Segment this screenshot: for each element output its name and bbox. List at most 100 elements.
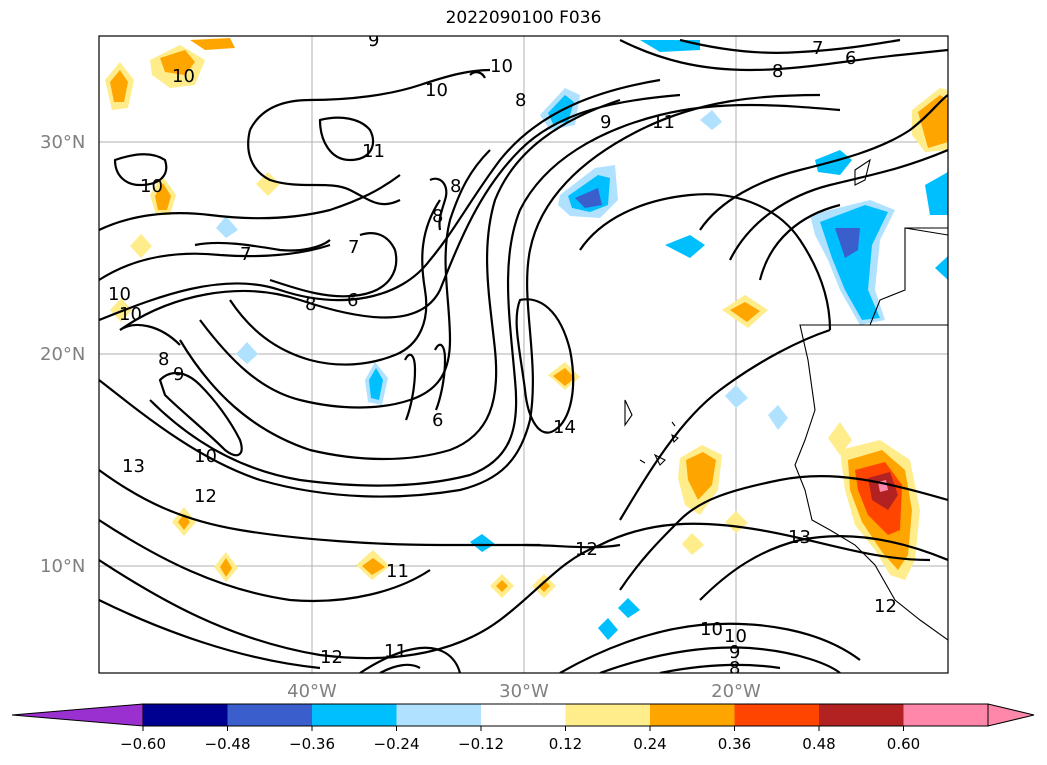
contour-label: 12 <box>320 647 343 668</box>
lat-label: 10°N <box>40 556 85 577</box>
negative-patch <box>216 216 238 238</box>
colorbar <box>11 703 1035 727</box>
positive-patch <box>110 70 128 102</box>
contour-label: 10 <box>724 626 747 647</box>
contour-label: 8 <box>432 206 443 227</box>
contour-label: 12 <box>874 596 897 617</box>
positive-patch <box>220 558 232 577</box>
contour-label: 10 <box>172 66 195 87</box>
contour-label: 10 <box>140 176 163 197</box>
contour-label: 10 <box>108 284 131 305</box>
contour-label: 8 <box>772 61 783 82</box>
contour-label: 9 <box>729 642 740 663</box>
lon-label: 20°W <box>711 681 761 702</box>
contour-label: 9 <box>368 30 379 51</box>
positive-patch <box>828 422 852 455</box>
colorbar-tick-label: 0.48 <box>802 735 835 753</box>
lat-labels: 30°N 20°N 10°N <box>40 132 85 577</box>
contour-label: 6 <box>432 410 443 431</box>
negative-patch <box>369 368 383 400</box>
negative-patch <box>815 150 852 175</box>
contour-label: 13 <box>122 456 145 477</box>
colorbar-segment <box>650 704 735 726</box>
negative-patch <box>725 385 748 408</box>
contour-label: 7 <box>812 38 823 59</box>
contour-label: 7 <box>240 244 251 265</box>
contour-label: 9 <box>173 364 184 385</box>
colorbar-tick-label: 0.24 <box>633 735 666 753</box>
positive-patch <box>110 298 132 322</box>
lon-label: 30°W <box>499 681 549 702</box>
positive-patch <box>130 234 152 258</box>
colorbar-tick-label: −0.60 <box>120 735 166 753</box>
colorbar-segment <box>903 704 989 726</box>
negative-patch <box>665 235 705 258</box>
negative-patch <box>935 256 948 280</box>
contour-label: 10 <box>119 304 142 325</box>
positive-patch <box>256 172 280 196</box>
contour-label: 9 <box>600 112 611 133</box>
negative-patch <box>236 342 258 364</box>
lat-label: 20°N <box>40 344 85 365</box>
positive-patch <box>730 302 760 322</box>
colorbar-tick-label: 0.12 <box>549 735 582 753</box>
contour-label: 7 <box>348 237 359 258</box>
positive-patch <box>686 452 716 500</box>
contour-label: 13 <box>788 527 811 548</box>
contour-lines <box>99 38 948 673</box>
negative-patch <box>575 188 602 208</box>
map-frame <box>98 35 949 674</box>
negative-patch <box>700 110 722 130</box>
colorbar-tick-label: −0.24 <box>374 735 420 753</box>
negative-patch <box>618 598 640 618</box>
colorbar-segment <box>143 704 228 726</box>
positive-patch <box>160 50 195 75</box>
contour-label: 6 <box>347 290 358 311</box>
map-title: 2022090100 F036 <box>445 8 602 28</box>
contour-label: 8 <box>450 176 461 197</box>
negative-patch <box>835 228 860 258</box>
colorbar-segment <box>227 704 313 726</box>
contour-labels: 9 10 10 10 10 8 7 8 6 11 11 10 8 8 7 7 6… <box>108 30 897 679</box>
colorbar-tick-label: −0.36 <box>289 735 335 753</box>
contour-label: 11 <box>384 641 407 662</box>
colorbar-segment <box>312 704 397 726</box>
negative-patch <box>640 40 700 52</box>
contour-label: 11 <box>362 141 385 162</box>
contour-label: 6 <box>845 48 856 69</box>
colorbar-segment <box>565 704 651 726</box>
contour-label: 12 <box>575 539 598 560</box>
positive-patch <box>362 558 385 575</box>
positive-patch <box>190 38 235 50</box>
lon-label: 40°W <box>287 681 337 702</box>
colorbar-tick-label: 0.60 <box>887 735 920 753</box>
positive-patch <box>155 183 171 210</box>
positive-patch <box>538 580 550 592</box>
contour-label: 10 <box>700 619 723 640</box>
contour-label: 12 <box>194 486 217 507</box>
colorbar-segment <box>819 704 904 726</box>
negative-patch <box>470 534 495 552</box>
colorbar-segment <box>481 704 566 726</box>
contour-label: 11 <box>386 561 409 582</box>
colorbar-ticks: −0.60 −0.48 −0.36 −0.24 −0.12 0.12 0.24 0.36 0.4… <box>120 726 920 753</box>
lon-labels: 40°W 30°W 20°W <box>287 681 761 702</box>
positive-patch <box>553 368 575 386</box>
contour-label: 14 <box>553 417 576 438</box>
colorbar-tick-label: 0.36 <box>718 735 751 753</box>
lat-label: 30°N <box>40 132 85 153</box>
contour-label: 10 <box>194 446 217 467</box>
colorbar-extend-max <box>987 703 1035 727</box>
contour-label: 8 <box>729 658 740 679</box>
colorbar-tick-label: −0.12 <box>458 735 504 753</box>
colorbar-segment <box>734 704 820 726</box>
contour-label: 10 <box>425 80 448 101</box>
colorbar-extend-min <box>11 703 144 727</box>
positive-patch <box>496 580 508 592</box>
positive-patch <box>682 533 704 555</box>
colorbar-segment <box>396 704 482 726</box>
colorbar-tick-label: −0.48 <box>205 735 251 753</box>
negative-patch <box>598 618 618 640</box>
contour-label: 11 <box>652 112 675 133</box>
